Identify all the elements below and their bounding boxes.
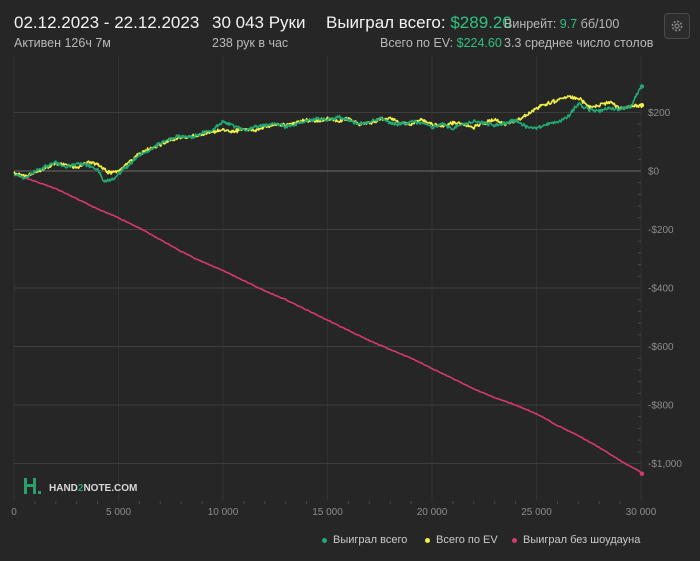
y-tick-label: -$600 <box>648 342 674 353</box>
winrate-unit: бб/100 <box>580 17 620 31</box>
y-tick-label: $200 <box>648 108 671 119</box>
legend-dot <box>512 537 517 543</box>
y-tick-label: -$200 <box>648 225 674 236</box>
settings-button[interactable] <box>664 13 690 39</box>
hands-count: 30 043 Руки <box>212 13 306 32</box>
y-tick-label: -$800 <box>648 401 674 412</box>
avg-tables: 3.3 среднее число столов <box>504 36 654 50</box>
x-tick-label: 30 000 <box>626 507 657 518</box>
series-line <box>13 173 643 475</box>
y-tick-label: -$1,000 <box>648 459 682 470</box>
won-total-label: Выиграл всего: <box>326 13 446 32</box>
legend-item-won[interactable]: Выиграл всего <box>322 533 407 547</box>
legend-dot <box>322 537 327 543</box>
x-tick-label: 5 000 <box>106 507 131 518</box>
legend-label: Всего по EV <box>436 534 498 546</box>
legend-dot <box>425 537 430 543</box>
x-axis: 0 5 000 10 000 15 000 20 000 25 000 30 000 <box>11 507 657 518</box>
watermark: HAND2NOTE.COM <box>24 478 137 494</box>
ev-total-label: Всего по EV: <box>380 36 454 50</box>
legend-item-ev[interactable]: Всего по EV <box>425 533 498 547</box>
watermark-text-b: 2 <box>78 483 84 494</box>
x-tick-label: 25 000 <box>521 507 552 518</box>
ev-total-value: $224.60 <box>456 36 502 50</box>
winrate-label: Винрейт: <box>504 17 557 31</box>
legend-label: Выиграл без шоудауна <box>523 534 641 546</box>
watermark-text: HAND2NOTE.COM <box>49 483 137 494</box>
date-range[interactable]: 02.12.2023 - 22.12.2023 <box>14 13 200 32</box>
x-tick-label: 10 000 <box>208 507 239 518</box>
grid <box>13 56 642 504</box>
series-layer <box>13 84 645 476</box>
series-line <box>13 85 643 183</box>
active-time: Активен 126ч 7м <box>14 36 111 50</box>
legend-label: Выиграл всего <box>333 534 408 546</box>
series-endpoint <box>639 471 645 476</box>
x-tick-label: 0 <box>11 507 17 518</box>
series-endpoint <box>639 84 645 89</box>
winrate: Винрейт: 9.7 бб/100 <box>504 17 619 31</box>
header: 02.12.2023 - 22.12.2023 Активен 126ч 7м … <box>0 0 700 56</box>
chart-area <box>0 56 700 561</box>
x-tick-label: 15 000 <box>312 507 343 518</box>
x-tick-label: 20 000 <box>417 507 448 518</box>
won-total-value: $289.20 <box>450 13 512 32</box>
watermark-text-c: NOTE.COM <box>83 483 137 494</box>
winrate-value: 9.7 <box>559 17 578 31</box>
y-tick-label: $0 <box>648 167 660 178</box>
won-total: Выиграл всего: $289.20 <box>326 13 512 33</box>
gear-icon <box>671 20 683 32</box>
watermark-text-a: HAND <box>49 483 78 494</box>
y-axis: $200 $0 -$200 -$400 -$600 -$800 -$1,000 <box>648 108 682 470</box>
hands-per-hour: 238 рук в час <box>212 36 289 50</box>
legend-item-no-showdown[interactable]: Выиграл без шоудауна <box>512 533 640 547</box>
series-endpoint <box>639 102 645 108</box>
y-tick-label: -$400 <box>648 284 674 295</box>
ev-total: Всего по EV: $224.60 <box>380 36 502 50</box>
h2n-logo-icon <box>24 478 41 494</box>
